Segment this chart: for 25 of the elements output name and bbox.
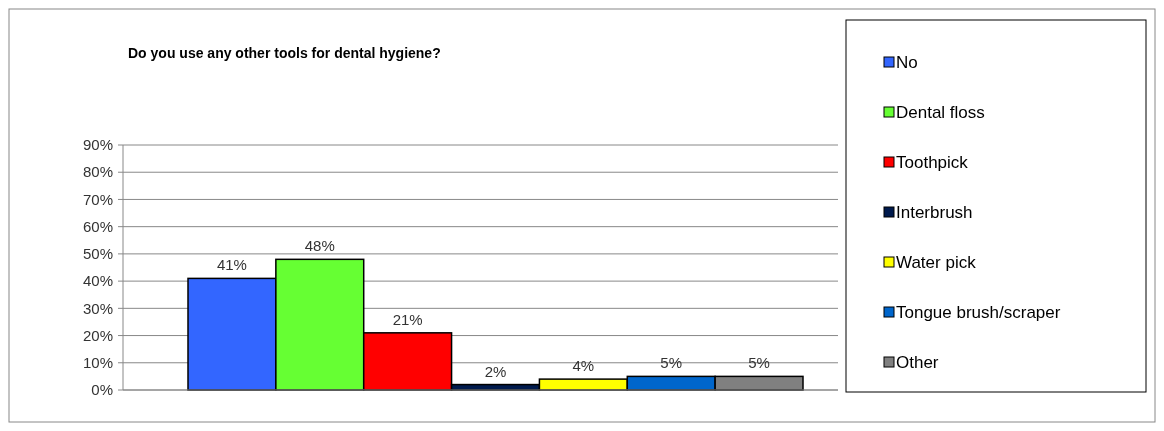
y-tick-label: 80% — [82, 163, 113, 181]
y-tick-label: 40% — [82, 272, 113, 290]
legend-label: Other — [896, 352, 939, 372]
y-tick-label: 10% — [82, 354, 113, 372]
y-tick-label: 30% — [82, 299, 113, 317]
data-label: 5% — [748, 354, 770, 372]
data-label: 21% — [392, 310, 423, 328]
data-label: 4% — [572, 357, 595, 375]
data-label: 2% — [484, 362, 507, 380]
y-tick-label: 90% — [82, 136, 113, 154]
data-label: 5% — [660, 354, 683, 372]
legend-label: Toothpick — [896, 152, 969, 172]
y-tick-label: 20% — [82, 326, 113, 344]
legend-label: Interbrush — [896, 202, 973, 222]
y-tick-label: 0% — [91, 381, 113, 399]
data-label: 48% — [304, 237, 335, 255]
y-tick-label: 50% — [82, 245, 113, 263]
legend-label: Water pick — [896, 252, 977, 272]
chart-title: Do you use any other tools for dental hygiene? — [128, 45, 441, 61]
legend-label: Tongue brush/scraper — [896, 302, 1061, 322]
legend-label: Dental floss — [896, 102, 985, 122]
y-tick-label: 70% — [82, 190, 113, 208]
legend-label: No — [896, 52, 918, 72]
data-label: 41% — [216, 256, 247, 274]
y-tick-label: 60% — [82, 217, 113, 235]
